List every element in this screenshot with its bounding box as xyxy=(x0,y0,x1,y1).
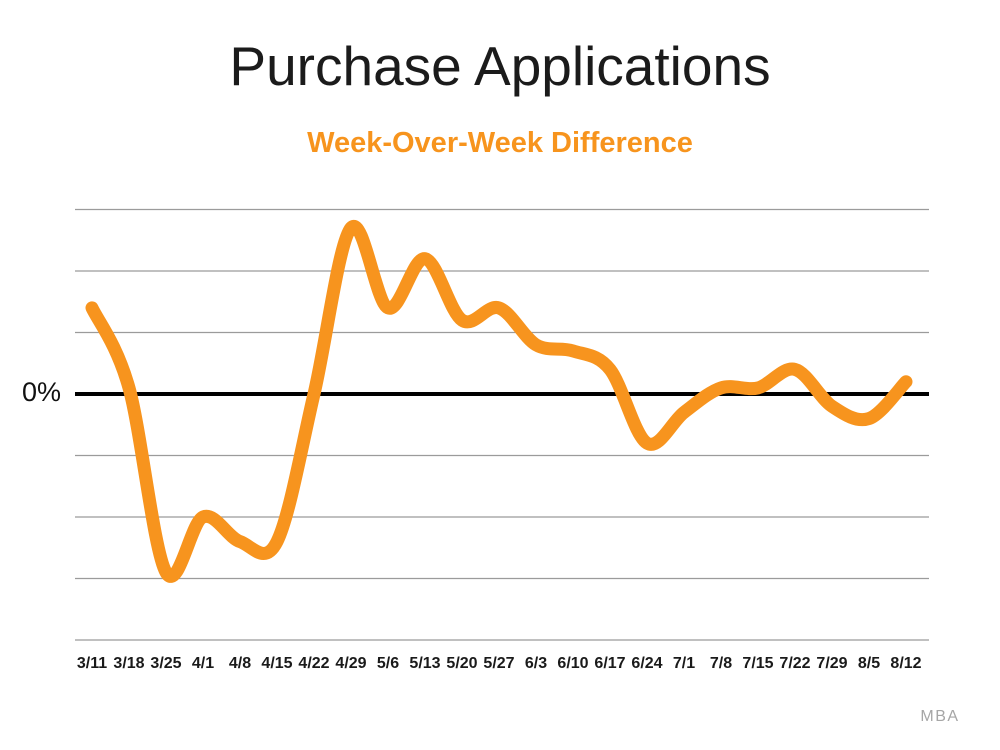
x-axis-label: 5/6 xyxy=(377,655,399,672)
x-axis-label: 3/25 xyxy=(150,655,181,672)
x-axis-label: 6/3 xyxy=(525,655,547,672)
x-axis-label: 5/20 xyxy=(446,655,477,672)
x-axis-label: 7/22 xyxy=(779,655,810,672)
x-axis-label: 4/22 xyxy=(298,655,329,672)
x-axis-label: 5/27 xyxy=(483,655,514,672)
x-axis-label: 4/1 xyxy=(192,655,214,672)
x-axis-label: 6/24 xyxy=(631,655,662,672)
chart-title: Purchase Applications xyxy=(229,35,771,97)
x-axis-label: 3/11 xyxy=(77,655,107,672)
x-axis-label: 7/8 xyxy=(710,655,732,672)
x-axis-label: 6/10 xyxy=(557,655,588,672)
chart-subtitle: Week-Over-Week Difference xyxy=(307,127,693,159)
x-axis-label: 4/15 xyxy=(261,655,292,672)
x-axis-label: 7/29 xyxy=(816,655,847,672)
x-axis-label: 8/5 xyxy=(858,655,880,672)
x-axis-label: 4/8 xyxy=(229,655,251,672)
x-axis-label: 7/1 xyxy=(673,655,695,672)
x-axis-label: 5/13 xyxy=(409,655,440,672)
x-axis-label: 8/12 xyxy=(890,655,921,672)
y-axis-zero-label: 0% xyxy=(22,377,62,407)
source-attribution: MBA xyxy=(920,708,960,725)
x-axis-label: 4/29 xyxy=(335,655,366,672)
x-axis-label: 3/18 xyxy=(113,655,144,672)
x-axis-label: 7/15 xyxy=(742,655,773,672)
purchase-applications-line xyxy=(85,219,913,583)
x-axis-label: 6/17 xyxy=(594,655,625,672)
